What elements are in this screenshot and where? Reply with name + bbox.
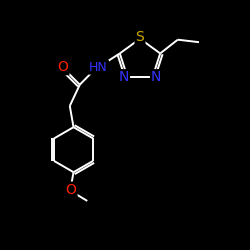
Text: S: S <box>136 30 144 44</box>
Text: HN: HN <box>89 61 108 74</box>
Text: O: O <box>58 60 68 74</box>
Text: O: O <box>66 183 76 197</box>
Text: N: N <box>118 70 129 84</box>
Text: N: N <box>151 70 162 84</box>
